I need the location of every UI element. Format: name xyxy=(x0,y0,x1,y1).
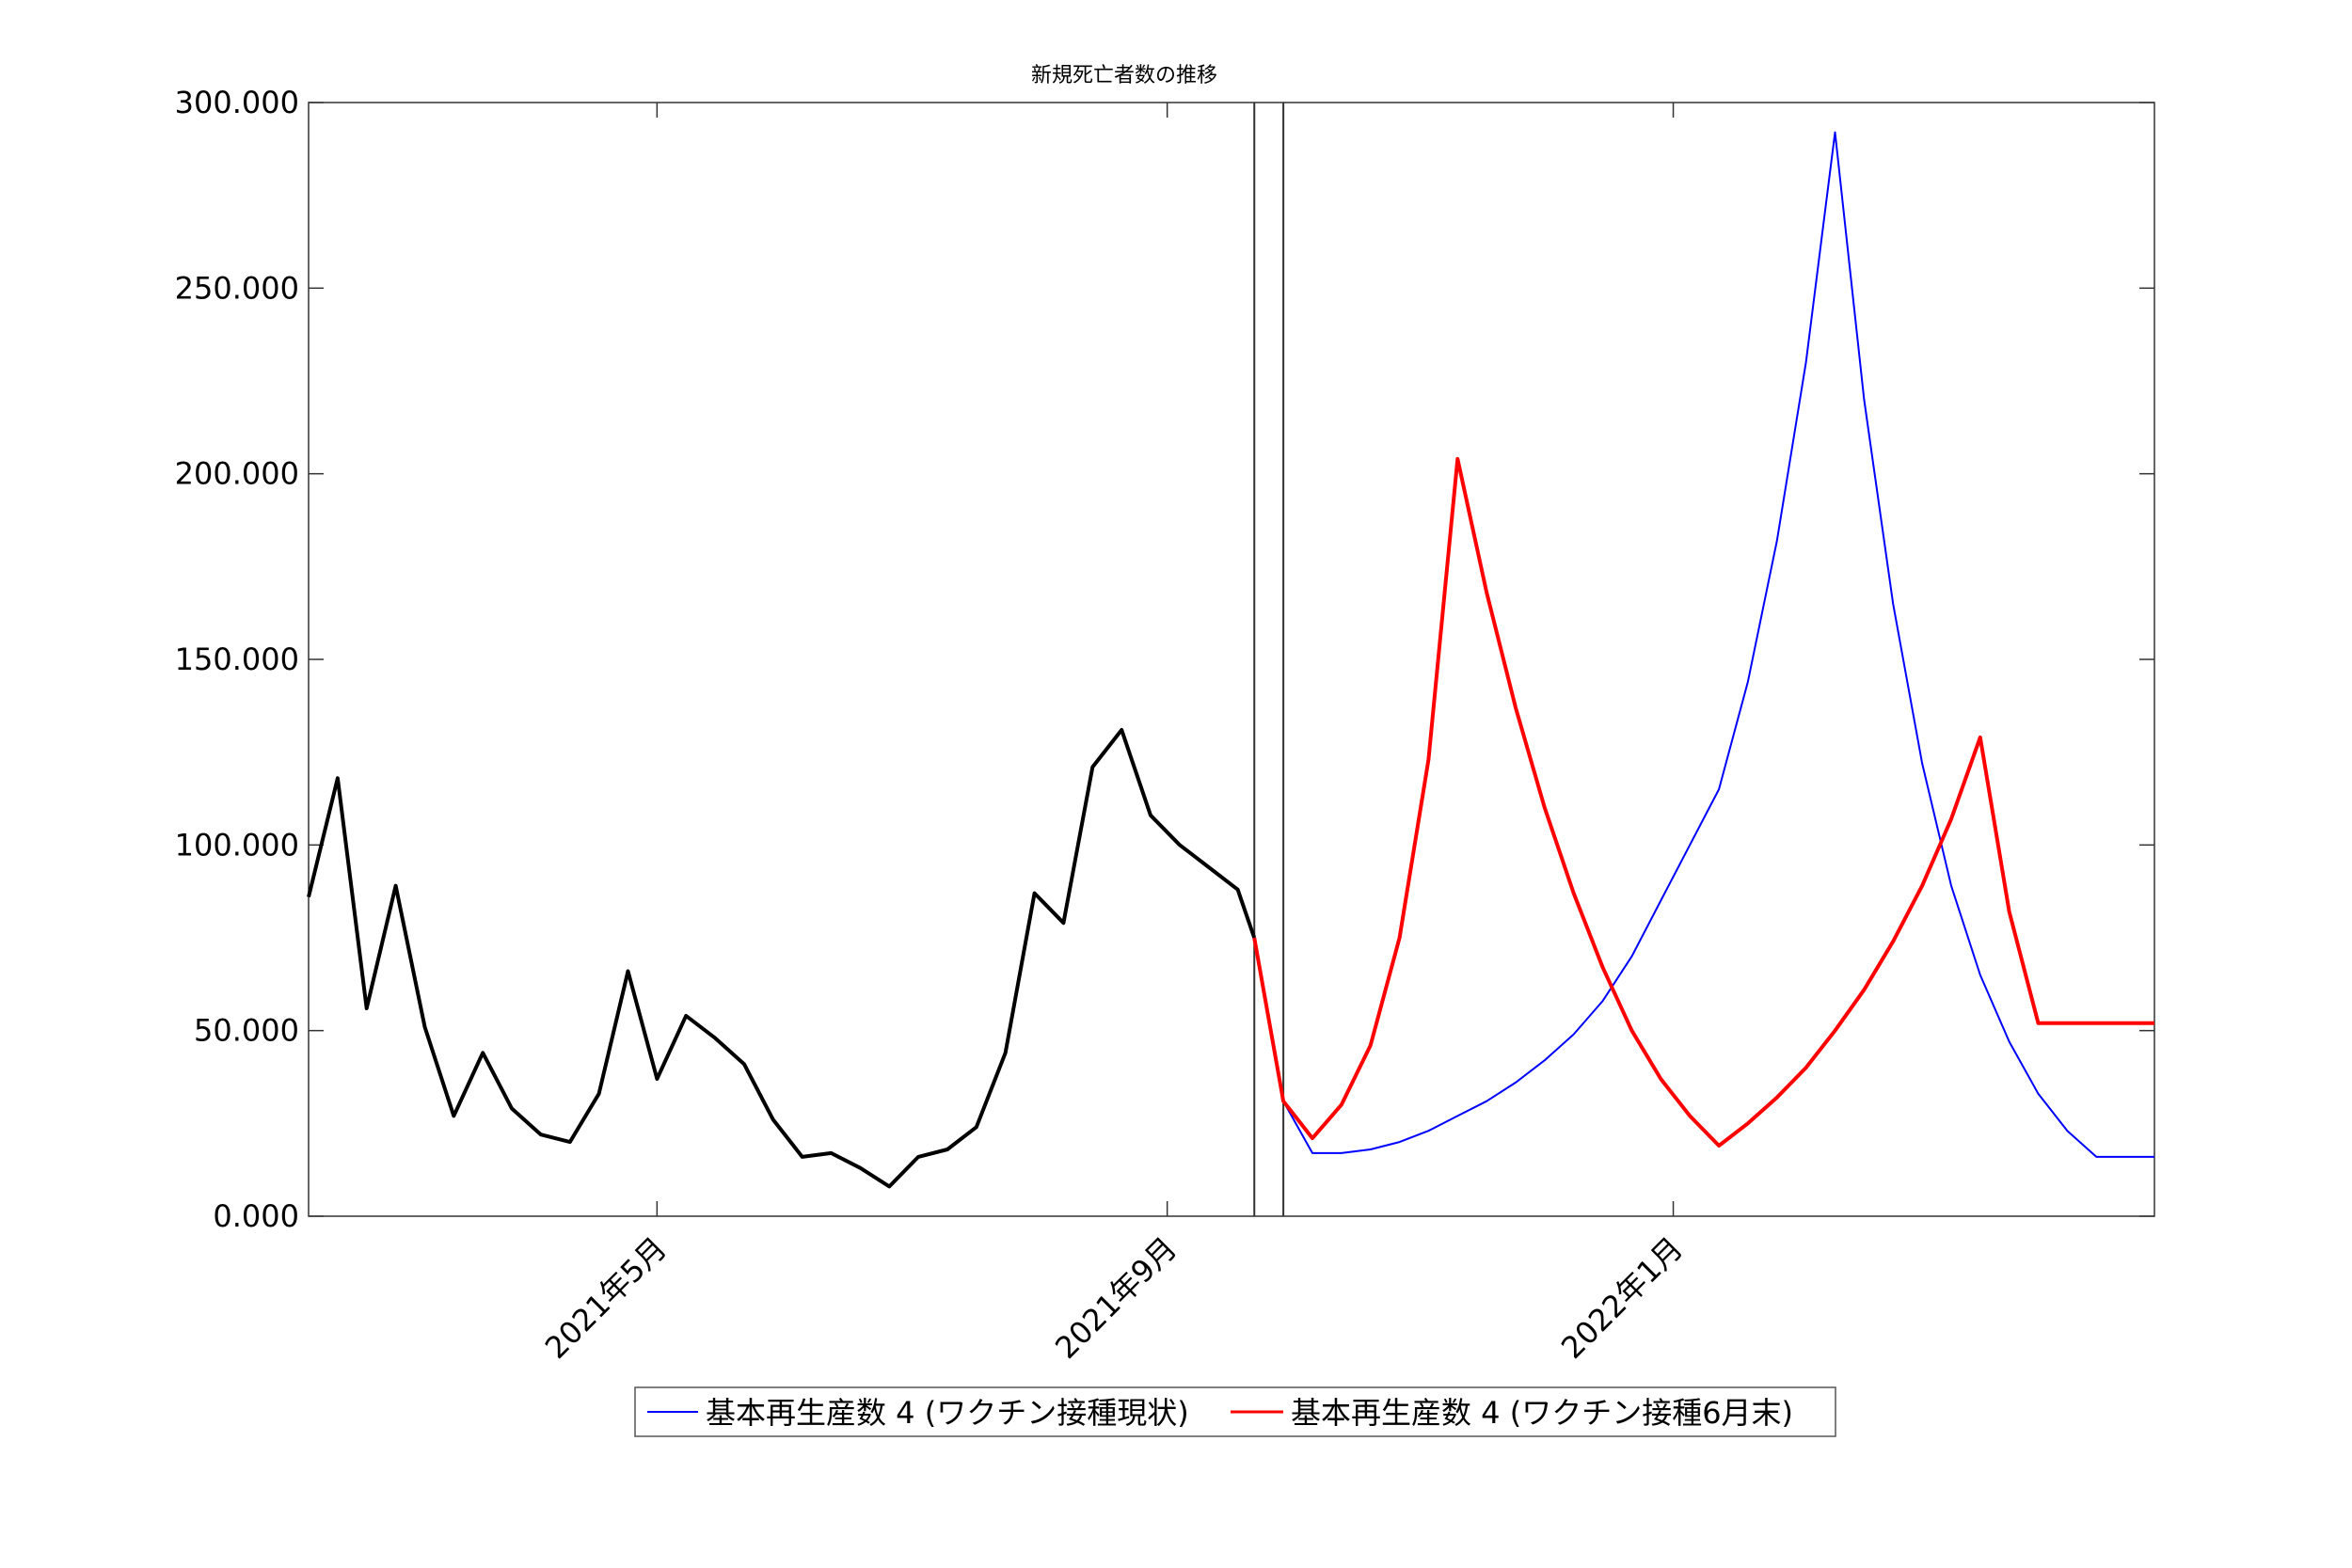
legend-label-red: 基本再生産数 4 (ワクチン接種6月末) xyxy=(1291,1395,1793,1431)
chart-title: 新規死亡者数の推移 xyxy=(1031,64,1217,87)
y-tick-label: 200.000 xyxy=(175,456,299,492)
axes: 0.000 50.000 100.000 150.000 200.000 250.000 3… xyxy=(175,85,2155,1366)
y-tick-label: 100.000 xyxy=(175,827,299,863)
series-line-observed xyxy=(307,728,1257,1189)
y-tick-label: 50.000 xyxy=(194,1013,299,1049)
x-tick-label: 2021年5月 xyxy=(538,1230,674,1366)
x-tick-label: 2021年9月 xyxy=(1048,1230,1184,1366)
series-lines xyxy=(307,131,2154,1189)
vertical-reference-lines xyxy=(1253,103,1285,1216)
series-line-red xyxy=(1252,456,2154,1148)
y-tick-label: 150.000 xyxy=(175,641,299,677)
legend-label-blue: 基本再生産数 4 (ワクチン接種現状) xyxy=(706,1395,1189,1431)
y-tick-label: 0.000 xyxy=(213,1198,299,1234)
y-tick-label: 250.000 xyxy=(175,270,299,306)
plot-frame xyxy=(308,102,2155,1217)
series-line-blue xyxy=(1253,131,2154,1158)
legend: 基本再生産数 4 (ワクチン接種現状) 基本再生産数 4 (ワクチン接種6月末) xyxy=(634,1386,1836,1437)
y-tick-label: 300.000 xyxy=(175,85,299,120)
x-tick-label: 2022年1月 xyxy=(1554,1230,1690,1366)
